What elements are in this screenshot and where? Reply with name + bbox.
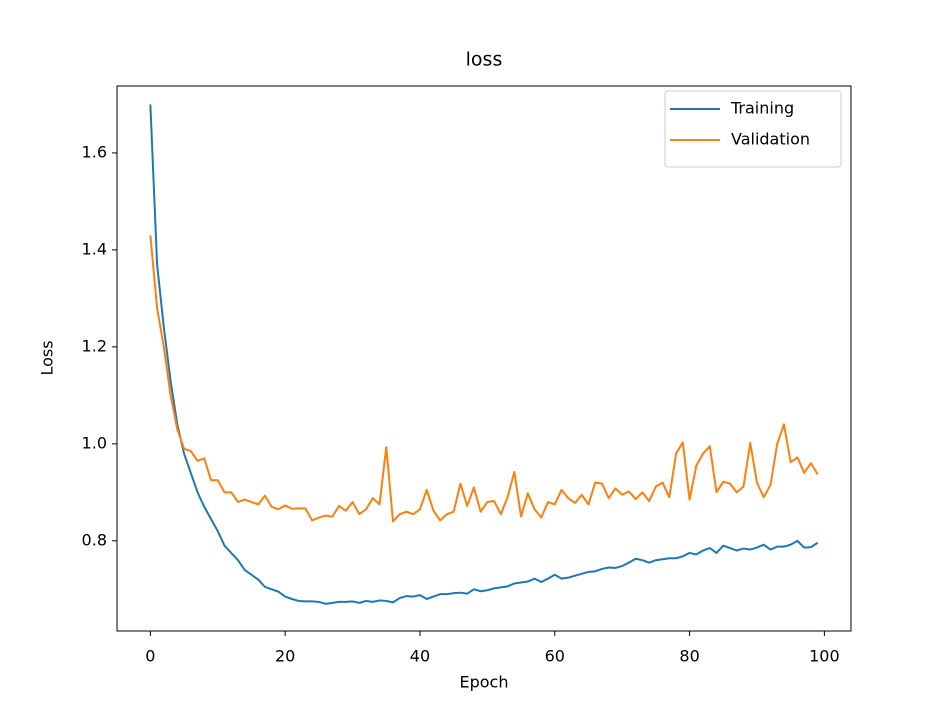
x-tick-label: 100: [809, 647, 840, 666]
legend-label: Validation: [731, 130, 810, 149]
series-line: [149, 104, 819, 605]
chart-title: loss: [466, 49, 503, 71]
x-tick-label: 60: [545, 647, 565, 666]
x-tick-label: 40: [410, 647, 430, 666]
x-tick-label: 80: [679, 647, 699, 666]
x-axis-label: Epoch: [460, 673, 509, 692]
y-axis-label: Loss: [38, 340, 57, 375]
plot-frame: [116, 85, 852, 632]
y-tick-label: 1.4: [82, 239, 107, 258]
legend-label: Training: [730, 99, 794, 118]
y-tick-label: 1.6: [82, 142, 107, 161]
y-tick-label: 1.0: [82, 433, 107, 452]
series-line: [149, 235, 819, 523]
y-tick-label: 1.2: [82, 336, 107, 355]
y-tick-label: 0.8: [82, 530, 107, 549]
x-tick-label: 0: [145, 647, 155, 666]
x-tick-label: 20: [275, 647, 295, 666]
